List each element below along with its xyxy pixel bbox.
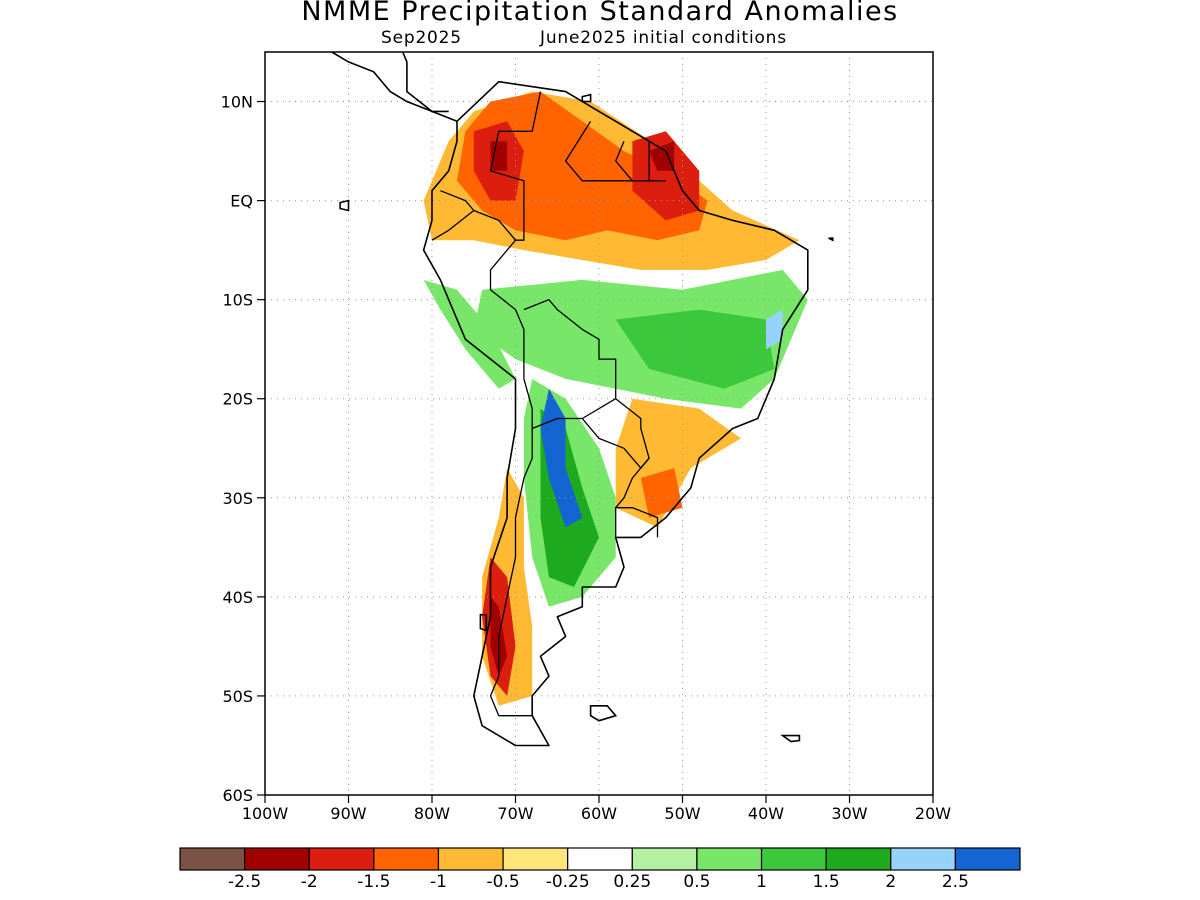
lon-tick-label: 40W: [748, 804, 784, 823]
colorbar-swatch: [308, 847, 375, 871]
lat-tick-label: 40S: [222, 588, 253, 607]
latitude-axis: 10N EQ 10S 20S 30S 40S 50S 60S: [221, 93, 265, 805]
colorbar-swatch: [954, 847, 1021, 871]
anomaly-region-ne-brazil-light: [766, 309, 783, 350]
island-fernando-noronha: [828, 237, 834, 242]
lon-tick-label: 90W: [330, 804, 366, 823]
island-falklands: [589, 704, 618, 722]
island-chiloe: [479, 613, 488, 632]
lat-tick-label: 10S: [222, 291, 253, 310]
lon-tick-label: 100W: [242, 804, 289, 823]
lat-tick-label: 50S: [222, 687, 253, 706]
lat-tick-label: 10N: [221, 93, 253, 112]
central-america-caribbean-coast: [401, 52, 449, 113]
colorbar-label: 2: [885, 872, 896, 892]
country-border: [473, 209, 525, 379]
colorbar-swatch: [696, 847, 763, 871]
anomaly-region-brazil-wet-core: [615, 309, 775, 389]
lat-tick-label: EQ: [230, 192, 253, 211]
country-border: [523, 299, 617, 399]
colorbar-swatch: [825, 847, 892, 871]
colorbar-swatch: [373, 847, 440, 871]
country-border: [523, 378, 617, 430]
lat-tick-label: 30S: [222, 489, 253, 508]
country-border: [489, 428, 533, 717]
colorbar-label: -0.5: [486, 872, 519, 892]
island-trinidad: [581, 93, 592, 103]
colorbar-label: 0.5: [683, 872, 710, 892]
colorbar-swatch: [631, 847, 698, 871]
country-border: [489, 91, 542, 241]
colorbar-swatch: [760, 847, 827, 871]
colorbar-swatch: [890, 847, 956, 871]
colorbar: -2.5 -2 -1.5 -1 -0.5 -0.25 0.25 0.5 1 1.5 2 2.5: [179, 847, 1021, 892]
island-south-georgia: [780, 734, 801, 743]
anomaly-region-amazon-core: [457, 91, 708, 241]
colorbar-swatch: [567, 847, 633, 871]
lon-tick-label: 20W: [915, 804, 951, 823]
lon-tick-label: 30W: [831, 804, 867, 823]
colorbar-label: 0.25: [613, 872, 651, 892]
anomaly-region-argentina-wet-blue: [540, 388, 583, 528]
colorbar-label: 2.5: [942, 872, 969, 892]
colorbar-swatch: [437, 847, 504, 871]
longitude-axis: 100W 90W 80W 70W 60W 50W 40W 30W 20W: [242, 795, 951, 823]
colorbar-label: -2.5: [228, 872, 261, 892]
colorbar-swatch: [244, 847, 310, 871]
country-border: [615, 140, 633, 182]
colorbar-swatch: [179, 847, 246, 871]
forecast-target-label: Sep2025: [381, 28, 462, 48]
lon-tick-label: 70W: [497, 804, 533, 823]
page-title: NMME Precipitation Standard Anomalies: [301, 0, 899, 27]
colorbar-label: -0.25: [546, 872, 590, 892]
colorbar-label: -2: [301, 872, 318, 892]
colorbar-label: 1.5: [813, 872, 840, 892]
lat-tick-label: 20S: [222, 390, 253, 409]
lat-tick-label: 60S: [222, 786, 253, 805]
colorbar-label: -1.5: [357, 872, 390, 892]
colorbar-label: -1: [430, 872, 447, 892]
lon-tick-label: 80W: [414, 804, 450, 823]
colorbar-label: 1: [756, 872, 767, 892]
south-america-coastline: [422, 80, 809, 747]
colorbar-swatch: [502, 847, 569, 871]
anomaly-region-guiana-extreme: [649, 141, 675, 171]
initial-conditions-label: June2025 initial conditions: [540, 28, 787, 48]
lon-tick-label: 60W: [581, 804, 617, 823]
island-galapagos: [339, 199, 350, 212]
central-america-pacific-coast: [330, 52, 458, 123]
coastlines-and-borders: [330, 52, 834, 747]
anomaly-region-se-brazil-dry-core: [640, 468, 683, 518]
lon-tick-label: 50W: [664, 804, 700, 823]
